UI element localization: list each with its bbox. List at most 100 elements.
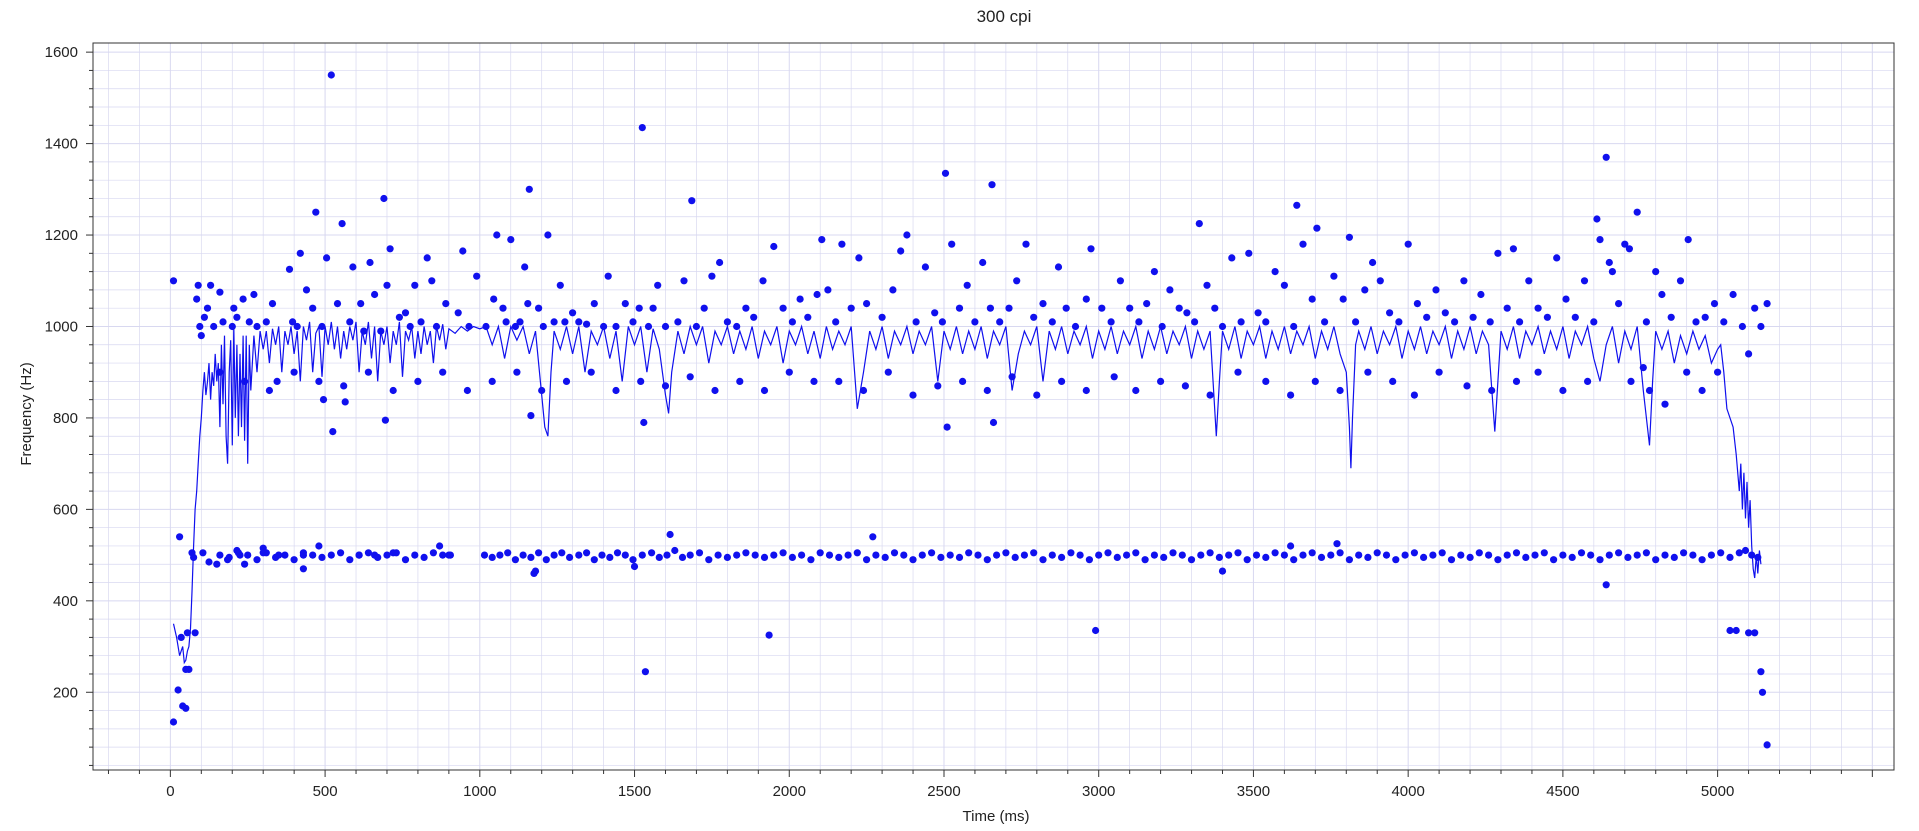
data-point — [395, 313, 403, 321]
data-point — [638, 124, 646, 132]
y-tick-label: 1400 — [45, 136, 78, 153]
data-point — [671, 546, 679, 555]
data-point — [355, 551, 363, 559]
data-point — [531, 567, 540, 575]
data-point — [556, 281, 564, 289]
data-point — [988, 181, 996, 189]
data-point — [1395, 318, 1403, 326]
data-point — [273, 377, 281, 385]
data-point — [185, 665, 193, 674]
data-point — [838, 240, 846, 248]
data-point — [1571, 313, 1579, 321]
data-point — [613, 549, 622, 557]
plot-frame — [92, 42, 1895, 771]
data-point — [1404, 240, 1412, 248]
data-point — [420, 553, 428, 562]
data-point — [1123, 551, 1131, 559]
data-point — [1206, 549, 1214, 557]
data-point — [463, 386, 471, 395]
data-point — [1745, 350, 1753, 358]
data-point — [262, 318, 270, 326]
data-point — [723, 553, 732, 562]
data-point — [824, 286, 832, 294]
data-point — [169, 718, 178, 726]
x-tick-label: 1500 — [618, 783, 651, 800]
data-point — [550, 551, 558, 559]
data-point — [1211, 304, 1219, 312]
data-point — [1503, 304, 1511, 312]
data-point — [604, 272, 612, 280]
data-point — [1076, 551, 1084, 559]
data-point — [1336, 386, 1344, 395]
data-point — [760, 553, 769, 562]
data-point — [213, 560, 221, 568]
data-point — [1692, 318, 1700, 326]
data-point — [1195, 220, 1203, 228]
data-point — [598, 551, 606, 559]
data-point — [1503, 551, 1511, 559]
data-point — [796, 295, 804, 303]
data-point — [1218, 567, 1227, 575]
data-point — [1486, 318, 1494, 326]
data-point — [406, 322, 414, 331]
data-point — [562, 377, 571, 385]
data-point — [535, 549, 543, 557]
data-point — [900, 551, 908, 559]
data-point — [1652, 268, 1660, 276]
data-point — [371, 551, 379, 559]
data-point — [1215, 553, 1223, 562]
data-point — [439, 551, 447, 559]
data-point — [1701, 313, 1709, 321]
data-point — [583, 320, 591, 328]
data-point — [1262, 377, 1270, 385]
data-point — [1022, 240, 1030, 248]
data-point — [918, 551, 926, 559]
data-point — [511, 322, 519, 331]
x-tick-label: 4500 — [1546, 783, 1579, 800]
data-point — [612, 386, 620, 395]
data-point — [401, 309, 410, 317]
data-point — [934, 382, 942, 390]
data-point — [835, 377, 843, 385]
data-point — [955, 553, 964, 562]
data-point — [708, 272, 716, 280]
data-point — [293, 322, 301, 331]
data-point — [1758, 688, 1767, 696]
data-point — [1030, 549, 1038, 557]
data-point — [244, 551, 252, 559]
data-point — [446, 551, 454, 559]
x-tick-label: 4000 — [1391, 783, 1424, 800]
data-point — [1568, 553, 1576, 562]
data-point — [1345, 233, 1353, 241]
data-point — [1460, 277, 1468, 285]
data-point — [516, 318, 524, 326]
data-point — [1543, 313, 1551, 321]
data-point — [1062, 304, 1070, 312]
data-point — [1082, 295, 1090, 303]
data-point — [663, 551, 671, 559]
data-point — [233, 313, 241, 321]
data-point — [759, 277, 767, 285]
data-point — [357, 300, 365, 308]
data-point — [1726, 626, 1734, 635]
data-point — [401, 556, 410, 564]
data-point — [855, 254, 863, 262]
x-tick-label: 5000 — [1701, 783, 1734, 800]
data-point — [193, 295, 201, 303]
data-point — [377, 327, 385, 335]
data-point — [1642, 318, 1650, 326]
data-point — [1477, 290, 1485, 299]
data-point — [1187, 556, 1196, 564]
data-point — [371, 290, 379, 299]
data-point — [1596, 556, 1604, 564]
data-point — [1330, 272, 1338, 280]
data-point — [1287, 542, 1295, 550]
data-point — [496, 551, 504, 559]
data-point — [641, 668, 650, 676]
data-point — [207, 281, 215, 289]
data-point — [290, 556, 298, 564]
data-point — [816, 549, 824, 557]
data-point — [1126, 304, 1134, 312]
data-point — [524, 300, 532, 308]
data-point — [1645, 386, 1654, 395]
